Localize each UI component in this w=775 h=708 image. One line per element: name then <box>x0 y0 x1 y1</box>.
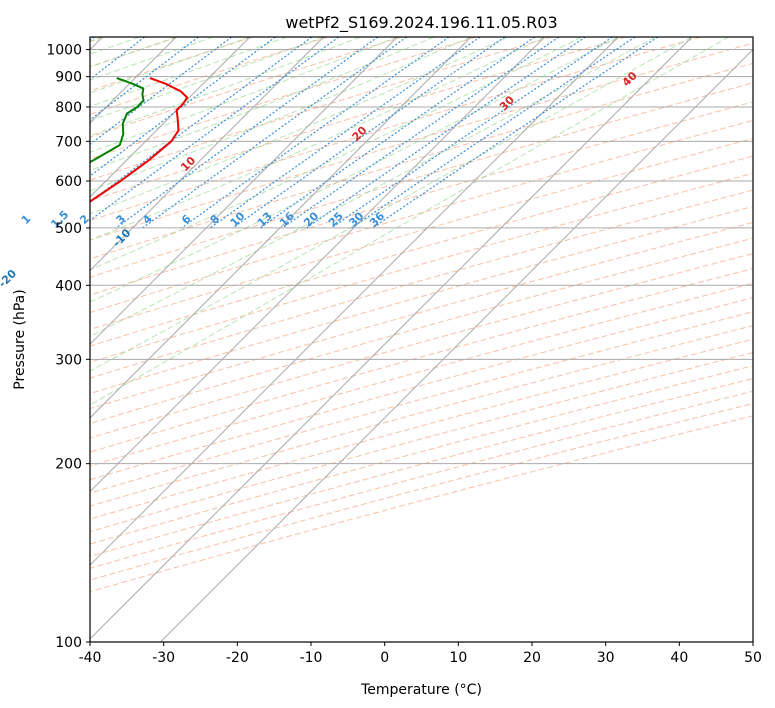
mixing-ratio-line <box>372 37 659 229</box>
dry-adiabat <box>90 352 753 533</box>
dry-adiabat <box>90 37 403 138</box>
moist-adiabat <box>90 37 435 171</box>
dry-adiabat <box>90 155 753 347</box>
dry-adiabat <box>90 253 753 439</box>
isotherm <box>160 48 753 642</box>
mixing-ratio-line <box>282 37 560 229</box>
y-tick-label: 800 <box>55 100 82 116</box>
x-tick-label: -30 <box>152 650 175 666</box>
y-tick-label: 300 <box>55 352 82 368</box>
mixing-ratio-line <box>306 37 586 229</box>
isotherm <box>90 37 251 198</box>
isotherm-label: -20 <box>0 267 19 290</box>
moist-adiabat <box>90 37 729 406</box>
axis-ticks: -40 -30 -20 -10 0 10 20 30 40 50 100 200 300 400 500 60… <box>46 43 762 666</box>
isotherm <box>90 37 472 419</box>
isotherm <box>90 37 398 345</box>
dry-adiabat <box>90 37 552 181</box>
y-tick-label: 700 <box>55 134 82 150</box>
dry-adiabat <box>90 221 753 410</box>
moist-adiabat <box>90 37 619 303</box>
dry-adiabat <box>90 268 753 453</box>
mixing-ratio-line <box>90 37 95 42</box>
y-tick-label: 100 <box>55 635 82 651</box>
dry-adiabat <box>90 37 627 202</box>
x-tick-label: 0 <box>380 650 389 666</box>
x-tick-label: -10 <box>300 650 323 666</box>
y-axis-label: Pressure (hPa) <box>12 289 28 389</box>
y-tick-label: 1000 <box>46 43 82 59</box>
x-tick-label: -20 <box>226 650 249 666</box>
temperature-profile <box>90 77 189 203</box>
mixing-ratio-line <box>181 37 450 229</box>
y-tick-label: 200 <box>55 457 82 473</box>
chart-title: wetPf2_S169.2024.196.11.05.R03 <box>285 13 557 33</box>
background-lines <box>90 37 753 642</box>
moist-adiabat <box>90 37 103 42</box>
dry-adiabat <box>90 297 753 481</box>
x-tick-label: -40 <box>79 650 102 666</box>
y-tick-label: 600 <box>55 174 82 190</box>
x-tick-label: 40 <box>670 650 688 666</box>
moist-adiabat <box>90 37 545 241</box>
mixing-ratio-line <box>90 37 199 121</box>
profiles <box>90 77 189 203</box>
y-tick-label: 500 <box>55 221 82 237</box>
x-tick-label: 30 <box>597 650 615 666</box>
x-tick-label: 50 <box>744 650 762 666</box>
dry-adiabat <box>90 172 753 363</box>
dry-adiabat <box>90 311 753 494</box>
moist-adiabat <box>90 37 508 215</box>
mixing-ratio-label: 1 <box>19 212 34 227</box>
moist-adiabat <box>90 37 693 372</box>
dry-adiabat <box>90 101 753 296</box>
mixing-ratio-line <box>351 37 636 229</box>
dry-adiabat <box>90 390 753 569</box>
moist-adiabat <box>90 37 656 337</box>
mixing-ratio-line <box>259 37 536 229</box>
mixing-ratio-line <box>90 37 232 146</box>
plot-background <box>90 37 753 642</box>
mixing-ratio-line <box>142 37 408 229</box>
y-tick-label: 900 <box>55 70 82 86</box>
mixing-ratio-line <box>232 37 506 229</box>
isotherm <box>90 37 693 640</box>
dry-adiabat <box>90 338 753 520</box>
y-tick-label: 400 <box>55 278 82 294</box>
dry-adiabat <box>90 37 328 115</box>
dewpoint-profile <box>90 77 145 164</box>
plot-frame <box>89 36 754 643</box>
isotherm <box>90 37 324 272</box>
x-tick-label: 10 <box>449 650 467 666</box>
isotherm <box>90 37 619 566</box>
moist-adiabat <box>90 37 361 137</box>
x-tick-label: 20 <box>523 650 541 666</box>
x-axis-label: Temperature (°C) <box>360 682 482 698</box>
dry-adiabat <box>90 37 701 222</box>
dry-adiabat <box>90 378 753 557</box>
mixing-ratio-line <box>209 37 481 229</box>
isotherm <box>90 37 545 493</box>
mixing-ratio-line <box>115 37 379 229</box>
mixing-ratio-line <box>90 37 339 222</box>
